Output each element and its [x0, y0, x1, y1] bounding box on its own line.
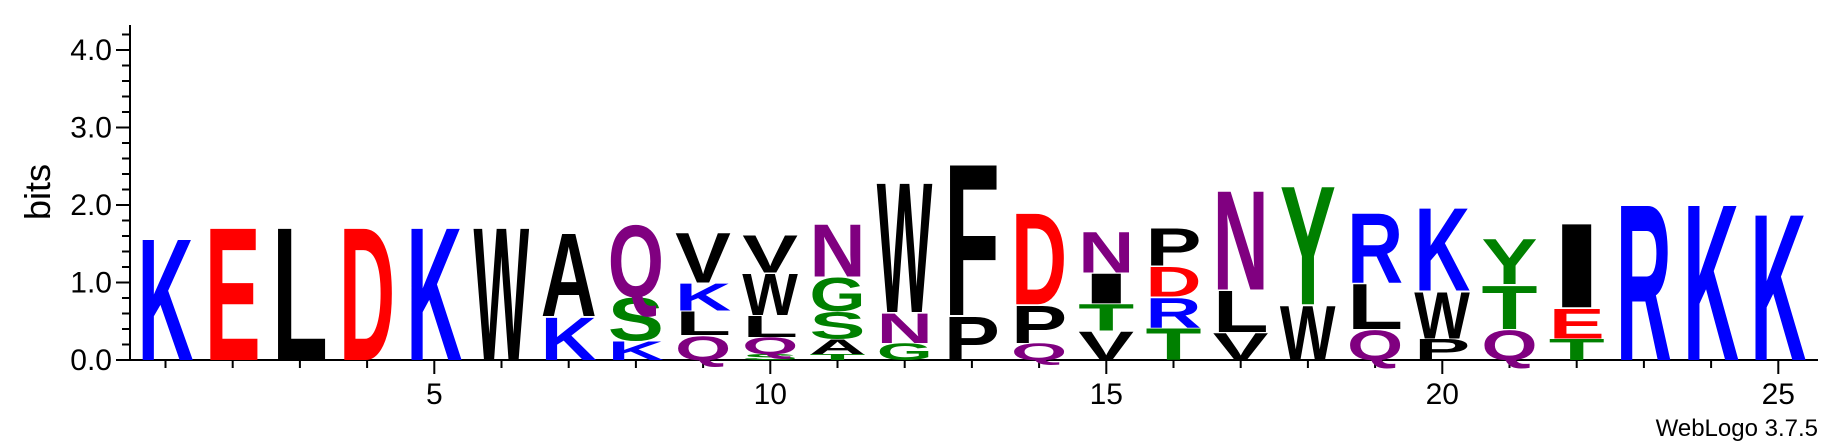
logo-letter-V-pos-9: V: [675, 219, 731, 298]
logo-letter-N-pos-15: N: [1078, 220, 1134, 285]
y-axis-ticks: 0.0 1.0 2.0 3.0 4.0: [70, 33, 130, 377]
logo-letter-E-pos-22: E: [1549, 300, 1605, 348]
logo-letter-W-pos-18: W: [1280, 290, 1336, 377]
logo-letter-W-pos-10: W: [742, 262, 798, 328]
logo-letter-L-pos-19: L: [1347, 270, 1403, 342]
logo-letter-Q-pos-9: Q: [675, 329, 731, 367]
logo-letter-K-pos-1: K: [138, 202, 194, 397]
y-axis-label: bits: [17, 164, 58, 220]
logo-letter-K-pos-7: K: [541, 305, 597, 373]
x-tick-label: 20: [1426, 378, 1459, 411]
logo-letter-P-pos-14: P: [1011, 294, 1067, 354]
logo-letter-E-pos-2: E: [205, 189, 261, 401]
logo-letter-I-pos-22: I: [1549, 199, 1605, 333]
logo-letter-A-pos-11: A: [810, 335, 866, 359]
logo-letter-D-pos-4: D: [339, 187, 395, 401]
logo-letter-T-pos-15: T: [1078, 297, 1134, 339]
logo-letter-W-pos-20: W: [1414, 279, 1470, 353]
logo-letter-S-pos-11: S: [810, 304, 866, 346]
x-tick-label: 5: [426, 378, 443, 411]
logo-letter-Q-pos-8: Q: [608, 202, 664, 318]
y-tick-label: 3.0: [70, 112, 112, 145]
logo-letter-K-pos-9: K: [675, 276, 731, 319]
logo-letter-P-pos-13: P: [944, 303, 1000, 373]
logo-letter-F-pos-13: F: [944, 120, 1000, 362]
logo-letter-Q-pos-19: Q: [1347, 321, 1403, 370]
logo-letter-K-pos-5: K: [406, 187, 462, 401]
logo-letter-Y-pos-18: Y: [1280, 152, 1336, 341]
logo-letter-L-pos-10: L: [742, 310, 798, 344]
logo-letter-T-pos-16: T: [1146, 320, 1202, 370]
logo-letter-K-pos-24: K: [1683, 157, 1739, 408]
x-tick-label: 15: [1090, 378, 1123, 411]
logo-letter-N-pos-12: N: [877, 305, 933, 353]
logo-letter-T-pos-11: T: [810, 352, 866, 362]
logo-letter-W-pos-6: W: [474, 187, 530, 400]
logo-letter-A-pos-7: A: [541, 209, 597, 342]
logo-letter-S-pos-8: S: [608, 285, 664, 354]
logo-letter-I-pos-15: I: [1078, 264, 1134, 312]
logo-letter-D-pos-14: D: [1011, 185, 1067, 332]
logo-letter-R-pos-19: R: [1347, 192, 1403, 304]
logo-letter-V-pos-15: V: [1078, 323, 1134, 369]
logo-letter-V-pos-17: V: [1213, 325, 1269, 368]
x-tick-label: 25: [1762, 378, 1795, 411]
logo-letter-N-pos-17: N: [1213, 162, 1269, 321]
x-tick-label: 10: [754, 378, 787, 411]
y-tick-label: 1.0: [70, 267, 112, 300]
y-tick-label: 4.0: [70, 34, 112, 67]
logo-letter-K-pos-8: K: [608, 336, 664, 366]
x-axis-ticks: 5 10 15 20 25: [164, 360, 1795, 411]
y-tick-label: 2.0: [70, 189, 112, 222]
logo-letter-W-pos-12: W: [877, 145, 933, 353]
logo-letter-T-pos-21: T: [1482, 272, 1538, 342]
logo-letter-Y-pos-21: Y: [1482, 225, 1538, 297]
weblogo-credit: WebLogo 3.7.5: [1656, 415, 1818, 442]
logo-letter-T-pos-22: T: [1549, 333, 1605, 367]
logo-letter-P-pos-20: P: [1414, 333, 1470, 366]
logo-letter-G-pos-12: G: [877, 339, 933, 366]
logo-letter-D-pos-16: D: [1146, 258, 1202, 306]
logo-letter-K-pos-20: K: [1414, 184, 1470, 317]
logo-letter-V-pos-10: V: [742, 223, 798, 283]
logo-letter-R-pos-16: R: [1146, 289, 1202, 337]
logo-letter-R-pos-23: R: [1616, 157, 1672, 408]
logo-letter-N-pos-11: N: [810, 209, 866, 293]
logo-letter-Q-pos-21: Q: [1482, 321, 1538, 370]
logo-letter-L-pos-9: L: [675, 304, 731, 343]
logo-letter-L-pos-17: L: [1213, 279, 1269, 345]
y-tick-label: 0.0: [70, 344, 112, 377]
logo-letter-G-pos-11: G: [810, 268, 866, 322]
logo-letter-K-pos-25: K: [1750, 170, 1806, 405]
logo-letter-Q-pos-10: Q: [742, 333, 798, 360]
logo-letter-Q-pos-14: Q: [1011, 339, 1067, 366]
logo-letter-P-pos-16: P: [1146, 217, 1202, 277]
logo-letter-L-pos-3: L: [272, 188, 328, 401]
logo-letter-S-pos-10: S: [742, 352, 798, 362]
